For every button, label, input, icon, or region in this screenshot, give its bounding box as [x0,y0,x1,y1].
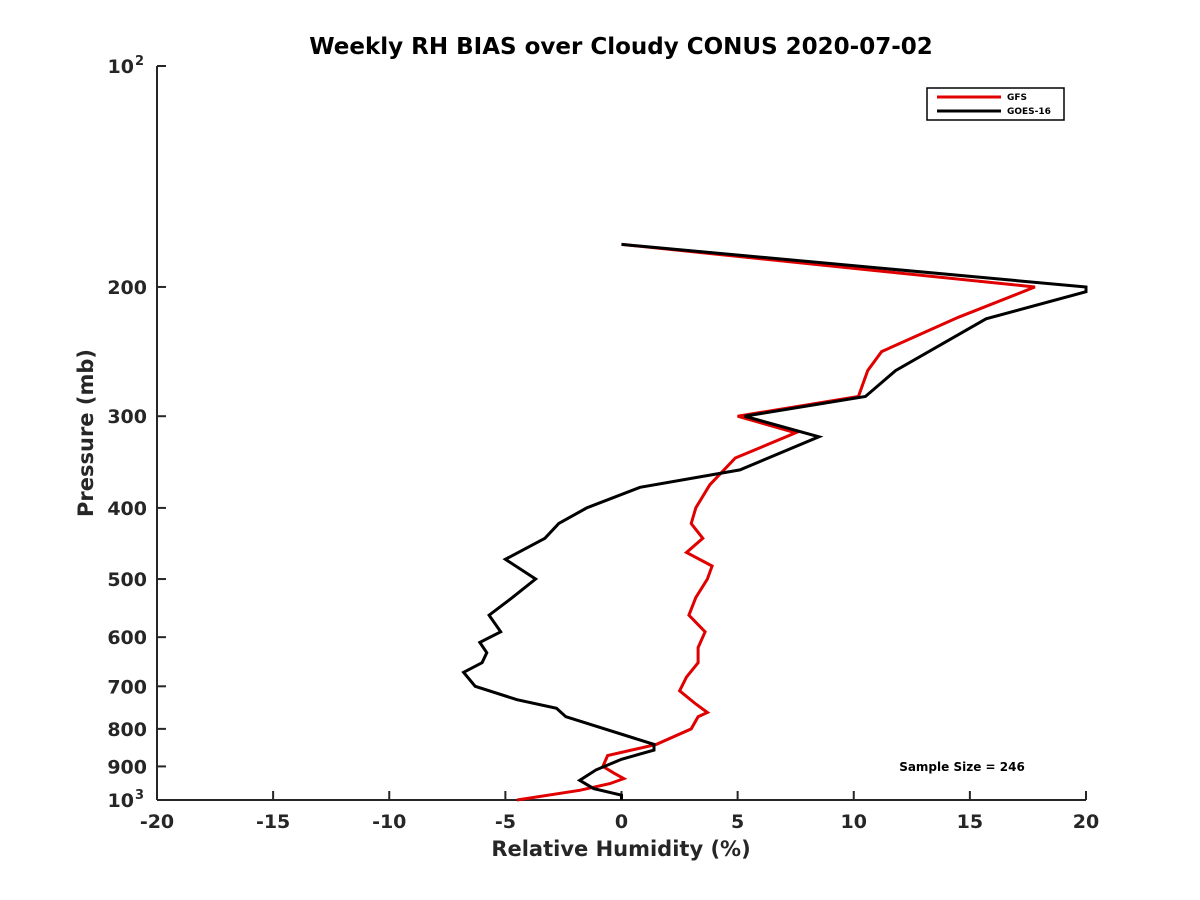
y-tick-label: 10 [108,56,134,78]
y-tick-label: 200 [107,277,147,299]
x-axis-ticks: -20 -15 -10 -5 0 5 10 15 20 [140,791,1099,833]
y-axis-label: Pressure (mb) [74,349,98,517]
chart-title: Weekly RH BIAS over Cloudy CONUS 2020-07… [309,34,933,60]
x-tick-label: -15 [256,811,290,833]
y-tick-label: 10 [108,790,134,812]
y-tick-exponent: 3 [135,788,144,803]
plot-area [156,66,1086,801]
series-line-goes-16 [461,242,1088,800]
x-tick-label: 0 [615,811,628,833]
x-tick-label: -5 [495,811,516,833]
y-tick-exponent: 2 [135,54,144,69]
sample-size-annotation: Sample Size = 246 [899,760,1025,774]
series-layer [461,242,1088,802]
x-axis-label: Relative Humidity (%) [491,837,750,861]
x-tick-label: 10 [841,811,867,833]
y-tick-label: 300 [107,406,147,428]
legend: GFS GOES-16 [926,87,1065,121]
x-tick-label: -10 [372,811,406,833]
x-tick-label: 15 [957,811,983,833]
legend-label: GFS [1007,93,1027,103]
legend-label: GOES-16 [1007,107,1051,117]
y-tick-label: 500 [107,569,147,591]
x-tick-label: 5 [731,811,744,833]
x-tick-label: -20 [140,811,174,833]
y-tick-label: 800 [107,719,147,741]
x-tick-label: 20 [1073,811,1099,833]
y-tick-label: 900 [107,756,147,778]
series-line-gfs [516,242,1036,802]
y-tick-label: 600 [107,627,147,649]
y-tick-label: 400 [107,498,147,520]
legend-box [926,87,1065,121]
y-tick-label: 700 [107,676,147,698]
